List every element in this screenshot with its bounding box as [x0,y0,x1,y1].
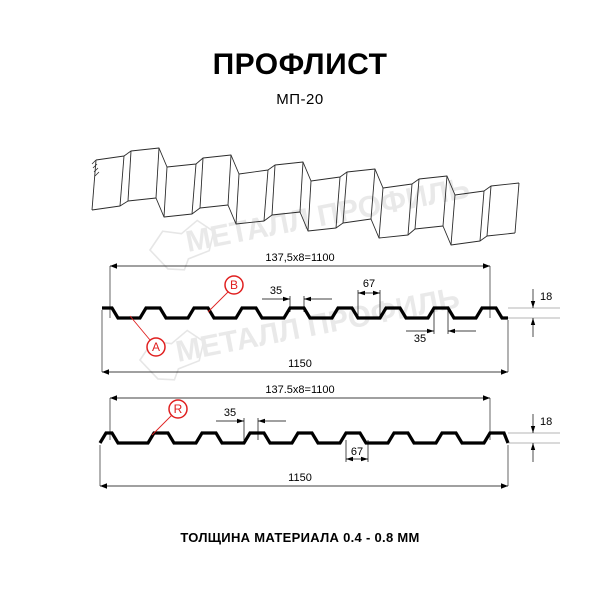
callout-marker-a-label: A [152,340,160,354]
cross-section-bottom: 137.5x8=1100 R 35 [98,384,560,489]
dimension-total-width-top [101,310,509,375]
callout-marker-b: B [207,275,244,313]
dimension-label-valley-top: 67 [363,278,375,290]
dimension-height-top [508,289,560,337]
dimension-label-height-bottom: 18 [540,416,552,428]
dimension-label-pitch-bottom: 137.5x8=1100 [265,384,334,396]
callout-marker-a: A [129,315,166,357]
dimension-valley-bottom [345,440,369,462]
callout-marker-r-label: R [174,402,183,416]
cross-section-top: 137,5x8=1100 A B [101,252,560,375]
profile-outline-top [102,306,508,320]
watermark-text-upper: МЕТАЛЛ ПРОФИЛЬ [183,171,472,258]
material-thickness-note: ТОЛЩИНА МАТЕРИАЛА 0.4 - 0.8 ММ [180,530,420,545]
callout-marker-r: R [151,399,188,436]
page-title: ПРОФЛИСТ [212,48,388,81]
dimension-height-bottom [508,414,560,462]
dimension-total-width-bottom [99,445,509,489]
dimension-label-rib-bottom-top-view: 35 [414,333,426,345]
watermark-text-lower: МЕТАЛЛ ПРОФИЛЬ [173,281,462,368]
dimension-rib-bottom [216,418,286,440]
dimension-rib-bottom-top-view [406,310,476,334]
dimension-label-total-width-top: 1150 [288,358,312,370]
dimension-label-total-width-bottom: 1150 [288,472,312,484]
dimension-label-height-top: 18 [540,291,552,303]
dimension-valley-top [357,290,381,316]
dimension-rib-top [262,296,332,312]
dimension-label-rib-bottom: 35 [224,407,236,419]
dimension-label-pitch-top: 137,5x8=1100 [265,252,334,264]
dimension-label-rib-top: 35 [270,285,282,297]
title-block: ПРОФЛИСТ МП-20 [0,48,600,108]
callout-marker-b-label: B [230,278,238,292]
model-subtitle: МП-20 [276,91,324,108]
isometric-profile-view [91,147,520,246]
dimension-label-valley-bottom: 67 [351,446,363,458]
profile-outline-bottom [98,431,510,445]
